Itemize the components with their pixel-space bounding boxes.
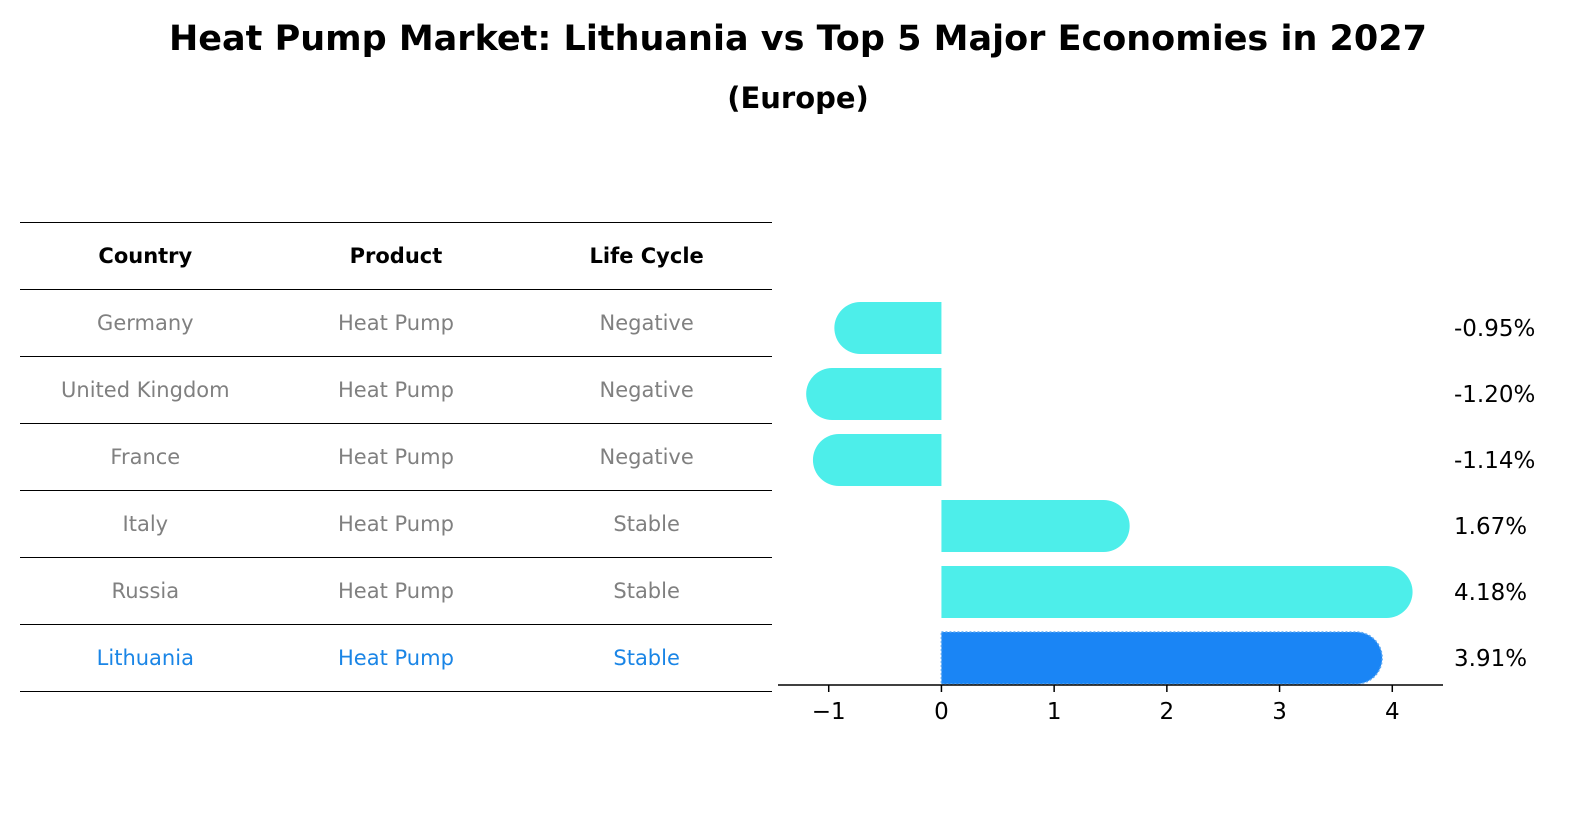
cell-product: Heat Pump <box>270 490 522 558</box>
cell-country: Italy <box>20 490 271 558</box>
cell-country: Germany <box>20 289 271 357</box>
table-row: Russia Heat Pump Stable <box>20 557 772 625</box>
bar <box>812 434 942 486</box>
bar-chart: -0.95% -1.20% -1.14% 1.67% 4.18% 3.91% −1 0 1 2 3 4 <box>778 302 1535 725</box>
cell-life-cycle: Negative <box>521 423 772 491</box>
x-tick-label: 3 <box>1272 699 1287 725</box>
cell-country: France <box>20 423 271 491</box>
table-row: Germany Heat Pump Negative <box>20 289 772 357</box>
cell-product: Heat Pump <box>270 356 522 424</box>
header-country: Country <box>20 222 271 290</box>
cell-product: Heat Pump <box>270 289 522 357</box>
header-life-cycle: Life Cycle <box>521 222 772 290</box>
table-row-highlighted: Lithuania Heat Pump Stable <box>20 624 772 692</box>
bar-value-label: 4.18% <box>1454 580 1527 606</box>
cell-country: Lithuania <box>20 624 271 692</box>
table-row: France Heat Pump Negative <box>20 423 772 491</box>
table-row: United Kingdom Heat Pump Negative <box>20 356 772 424</box>
x-tick-label: −1 <box>812 699 846 725</box>
table-header-row: Country Product Life Cycle <box>20 222 772 290</box>
bar-value-label: 3.91% <box>1454 646 1527 672</box>
cell-country: United Kingdom <box>20 356 271 424</box>
cell-product: Heat Pump <box>270 557 522 625</box>
header-product: Product <box>270 222 522 290</box>
table-row: Italy Heat Pump Stable <box>20 490 772 558</box>
cell-life-cycle: Negative <box>521 289 772 357</box>
bar <box>834 302 942 354</box>
chart-subtitle: (Europe) <box>727 81 869 115</box>
cell-life-cycle: Stable <box>521 557 772 625</box>
bar-value-label: -1.20% <box>1454 382 1535 408</box>
x-tick-label: 1 <box>1047 699 1062 725</box>
cell-country: Russia <box>20 557 271 625</box>
bar-value-label: -0.95% <box>1454 316 1535 342</box>
cell-product: Heat Pump <box>270 624 522 692</box>
bar <box>806 368 942 420</box>
bar <box>941 566 1413 618</box>
comparison-table: Country Product Life Cycle Germany Heat … <box>20 222 772 692</box>
bar <box>941 500 1130 552</box>
cell-life-cycle: Stable <box>521 490 772 558</box>
bar-value-label: -1.14% <box>1454 448 1535 474</box>
bar-value-label: 1.67% <box>1454 514 1527 540</box>
bar-highlighted <box>940 631 1383 685</box>
x-tick-label: 4 <box>1385 699 1400 725</box>
cell-product: Heat Pump <box>270 423 522 491</box>
x-tick-label: 2 <box>1160 699 1175 725</box>
cell-life-cycle: Negative <box>521 356 772 424</box>
x-tick-label: 0 <box>934 699 949 725</box>
cell-life-cycle: Stable <box>521 624 772 692</box>
chart-title: Heat Pump Market: Lithuania vs Top 5 Maj… <box>169 19 1427 59</box>
